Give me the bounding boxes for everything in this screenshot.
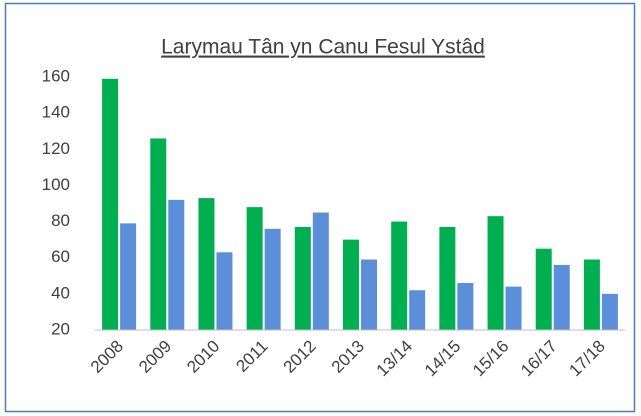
bar [457,283,474,330]
bar [312,212,329,330]
bar [439,226,456,330]
bar [409,290,426,330]
y-tick-label: 140 [42,103,70,122]
bar [487,216,504,330]
bar [120,223,137,330]
bar [601,293,618,330]
bar [216,252,233,330]
y-tick-label: 160 [42,66,70,85]
bar [535,248,552,330]
bar [150,138,167,330]
y-tick-label: 120 [42,139,70,158]
bar [391,221,408,330]
bar [264,228,281,330]
bar [102,78,119,330]
bar [198,198,215,330]
bar [246,207,263,330]
y-tick-label: 20 [51,319,70,338]
y-tick-label: 100 [42,175,70,194]
y-tick-label: 40 [51,283,70,302]
bar [168,199,185,330]
bar [294,226,311,330]
bar [505,286,522,330]
y-tick-label: 60 [51,247,70,266]
y-tick-label: 80 [51,211,70,230]
bar [553,264,570,330]
chart-title: Larymau Tân yn Canu Fesul Ystâd [161,36,485,59]
bar [343,239,359,330]
bar [361,259,377,330]
bar [583,259,600,330]
